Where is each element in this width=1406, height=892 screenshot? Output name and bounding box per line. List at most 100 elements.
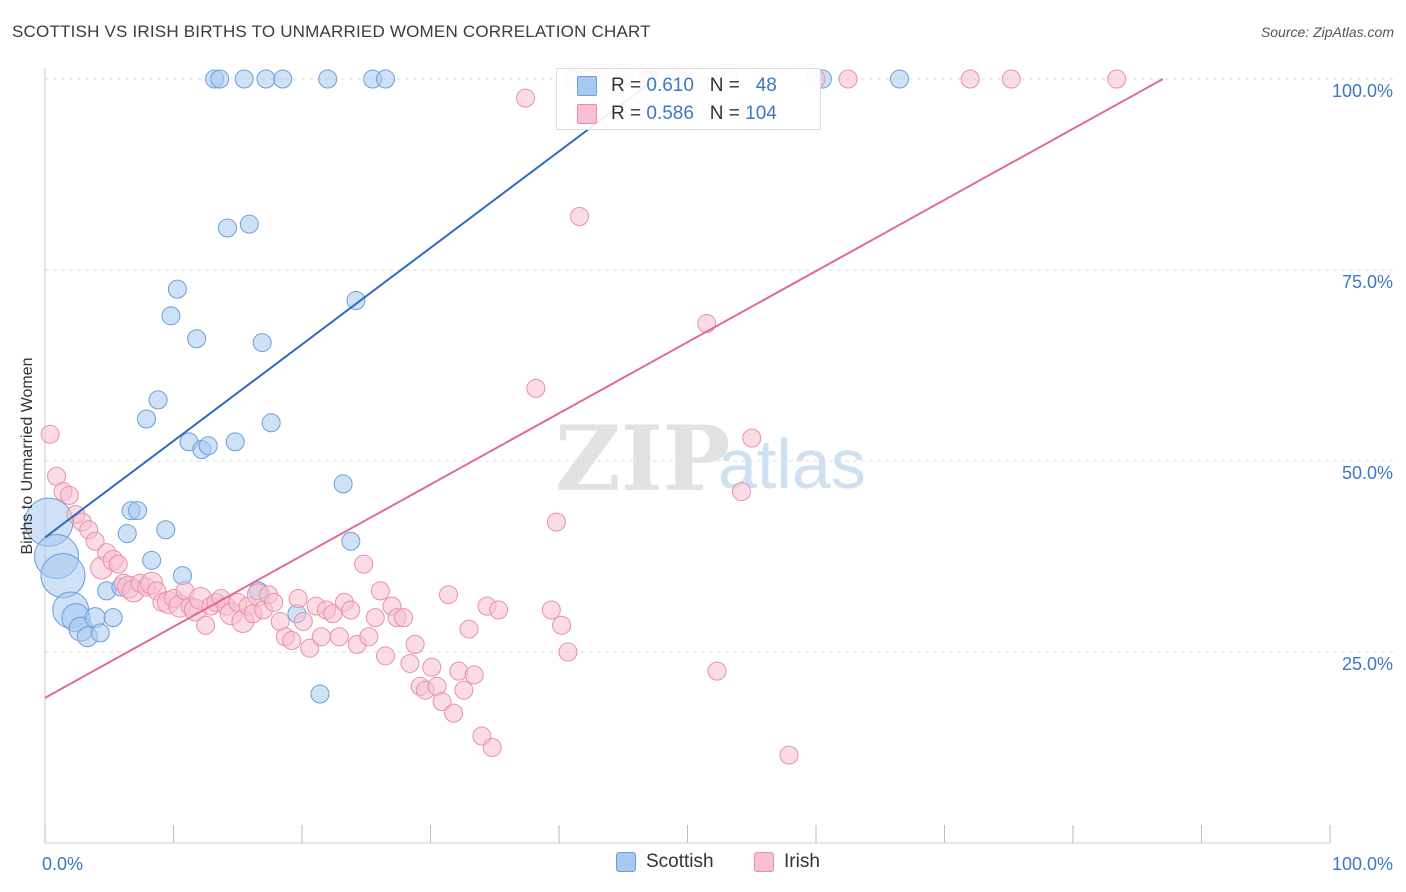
legend-label-scottish: Scottish <box>646 851 714 872</box>
scottish-point <box>167 279 187 299</box>
irish-point <box>370 581 390 601</box>
irish-point <box>438 585 458 605</box>
scottish-point <box>273 69 293 89</box>
irish-trend-line <box>44 78 1164 699</box>
scottish-point <box>234 69 254 89</box>
irish-point <box>432 692 452 712</box>
irish-point <box>838 69 858 89</box>
y-axis-title: Births to Unmarried Women <box>19 357 36 555</box>
irish-point <box>264 592 284 612</box>
scottish-point <box>161 306 181 326</box>
legend-swatch-scottish <box>616 852 636 872</box>
scottish-point <box>217 218 237 238</box>
stats-legend: R = 0.610 N = 48 R = 0.586 N = 104 <box>556 68 821 130</box>
stats-n-label: N = <box>709 103 746 124</box>
stats-text-irish: R = 0.586 N = 104 <box>611 103 777 125</box>
stats-swatch-scottish <box>577 76 597 96</box>
scottish-point <box>376 69 396 89</box>
irish-point <box>40 424 60 444</box>
scottish-point <box>890 69 910 89</box>
scottish-point <box>117 524 137 544</box>
scottish-point <box>198 436 218 456</box>
watermark-zip: ZIP <box>555 406 730 512</box>
irish-point <box>570 207 590 227</box>
y-tick-label: 25.0% <box>1342 654 1393 674</box>
irish-point <box>697 313 717 333</box>
irish-point <box>365 608 385 628</box>
scottish-point <box>148 390 168 410</box>
scottish-point <box>128 501 148 521</box>
legend-label-irish: Irish <box>784 851 820 872</box>
stats-text-scottish: R = 0.610 N = 48 <box>611 75 777 97</box>
legend-item-irish[interactable]: Irish <box>754 851 820 873</box>
irish-point <box>444 703 464 723</box>
stats-r-label: R = <box>611 75 647 96</box>
irish-point <box>1001 69 1021 89</box>
stats-n-value: 104 <box>745 103 777 124</box>
scottish-point <box>40 553 86 599</box>
stats-swatch-irish <box>577 104 597 124</box>
irish-point <box>354 554 374 574</box>
source-credit: Source: ZipAtlas.com <box>1260 24 1394 40</box>
irish-point <box>300 638 320 658</box>
y-tick-label: 50.0% <box>1342 463 1393 483</box>
irish-point <box>526 378 546 398</box>
scottish-point <box>156 520 176 540</box>
irish-point <box>405 634 425 654</box>
irish-point <box>779 745 799 765</box>
irish-point <box>960 69 980 89</box>
scottish-point <box>346 291 366 311</box>
irish-point <box>394 608 414 628</box>
scottish-point <box>239 214 259 234</box>
irish-point <box>288 589 308 609</box>
irish-point <box>546 512 566 532</box>
stats-r-label: R = <box>611 103 647 124</box>
irish-point <box>454 680 474 700</box>
irish-point <box>464 665 484 685</box>
scottish-point <box>318 69 338 89</box>
irish-point <box>376 646 396 666</box>
scottish-point <box>341 531 361 551</box>
irish-point <box>196 615 216 635</box>
legend-item-scottish[interactable]: Scottish <box>616 851 714 873</box>
scottish-point <box>310 684 330 704</box>
y-tick-label: 75.0% <box>1342 272 1393 292</box>
irish-point <box>400 653 420 673</box>
irish-point <box>293 611 313 631</box>
irish-point <box>108 554 128 574</box>
irish-point <box>552 615 572 635</box>
scottish-point <box>90 623 110 643</box>
irish-point <box>85 531 105 551</box>
irish-point <box>516 88 536 108</box>
irish-point <box>541 600 561 620</box>
scottish-point <box>333 474 353 494</box>
irish-point <box>323 604 343 624</box>
stats-n-label: N = <box>709 75 746 96</box>
scottish-point <box>252 333 272 353</box>
scottish-trend-line <box>44 78 656 539</box>
x-tick-label: 0.0% <box>42 854 83 874</box>
stats-n-value: 48 <box>755 75 777 96</box>
irish-point <box>329 627 349 647</box>
scottish-point <box>261 413 281 433</box>
x-tick-label: 100.0% <box>1332 854 1393 874</box>
irish-point <box>558 642 578 662</box>
stats-r-value: 0.610 <box>646 75 694 96</box>
chart-title: SCOTTISH VS IRISH BIRTHS TO UNMARRIED WO… <box>12 22 651 41</box>
scottish-point <box>210 69 230 89</box>
irish-point <box>731 482 751 502</box>
irish-point <box>359 627 379 647</box>
legend: Scottish Irish <box>0 851 1406 877</box>
irish-point <box>311 627 331 647</box>
irish-point <box>341 600 361 620</box>
scottish-point <box>187 329 207 349</box>
irish-point <box>489 600 509 620</box>
irish-point <box>282 631 302 651</box>
legend-swatch-irish <box>754 852 774 872</box>
irish-point <box>459 619 479 639</box>
irish-point <box>707 661 727 681</box>
irish-point <box>482 738 502 757</box>
stats-r-value: 0.586 <box>646 103 694 124</box>
scottish-point <box>225 432 245 452</box>
